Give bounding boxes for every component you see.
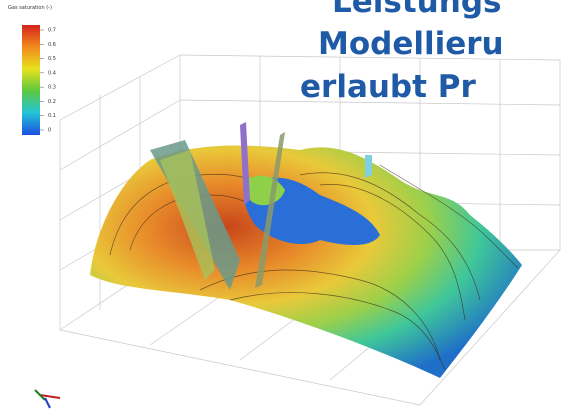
colorbar-tick-label: 0.6 — [48, 42, 56, 48]
colorbar-tick-label: 0.4 — [48, 70, 56, 76]
well-slab — [240, 122, 250, 205]
colorbar-title: Gas saturation (-) — [8, 5, 52, 11]
headline-line: Modellieru — [318, 26, 504, 62]
colorbar-tick-label: 0.2 — [48, 99, 56, 105]
well-marker — [365, 155, 372, 178]
orientation-axes — [34, 389, 61, 409]
colorbar-ticks: 0.7 0.6 0.5 0.4 0.3 0.2 0.1 0 — [40, 28, 56, 134]
colorbar — [22, 25, 40, 135]
colorbar-tick-label: 0.5 — [48, 56, 56, 62]
fault-slab — [160, 150, 215, 280]
colorbar-tick-label: 0.7 — [48, 28, 56, 34]
colorbar-tick-label: 0 — [48, 128, 51, 134]
colorbar-tick-label: 0.3 — [48, 85, 56, 91]
headline-line: Leistungs — [332, 0, 501, 20]
colorbar-tick-label: 0.1 — [48, 113, 56, 119]
fault-slab — [255, 132, 285, 288]
headline-line: erlaubt Pr — [300, 69, 476, 105]
surface — [90, 145, 522, 378]
